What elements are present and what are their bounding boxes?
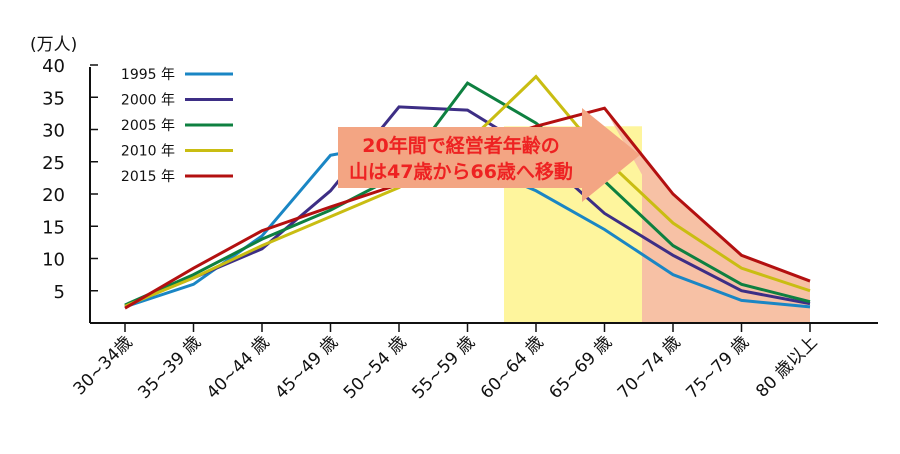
x-tick-label: 40~44 歳 bbox=[203, 332, 274, 403]
annotation-arrow bbox=[338, 108, 640, 202]
highlight-band-salmon bbox=[604, 108, 810, 323]
annotation-line-2: 山は47歳から66歳へ移動 bbox=[349, 160, 573, 183]
y-tick-label: 10 bbox=[42, 250, 65, 271]
legend-label: 1995 年 bbox=[121, 67, 175, 83]
x-tick-label: 55~59 歳 bbox=[408, 332, 479, 403]
y-tick-label: 5 bbox=[54, 282, 65, 303]
x-tick-label: 45~49 歳 bbox=[271, 332, 342, 403]
y-tick-label: 40 bbox=[42, 56, 65, 77]
y-tick-label: 25 bbox=[42, 153, 65, 174]
legend-label: 2015 年 bbox=[121, 169, 175, 185]
legend-label: 2000 年 bbox=[121, 93, 175, 109]
y-tick-label: 35 bbox=[42, 88, 65, 109]
x-tick-label: 60~64 歳 bbox=[477, 332, 548, 403]
y-tick-label: 20 bbox=[42, 185, 65, 206]
annotation-line-1: 20年間で経営者年齢の bbox=[362, 134, 559, 157]
legend-label: 2005 年 bbox=[121, 118, 175, 134]
x-tick-label: 65~69 歳 bbox=[545, 332, 616, 403]
y-tick-label: 15 bbox=[42, 217, 65, 238]
x-tick-label: 80 歳以上 bbox=[752, 332, 821, 401]
x-tick-label: 30~34歳 bbox=[70, 332, 137, 399]
series-line bbox=[124, 105, 811, 307]
x-tick-label: 75~79 歳 bbox=[682, 332, 753, 403]
y-axis-unit: (万人) bbox=[30, 35, 77, 55]
legend-label: 2010 年 bbox=[121, 144, 175, 160]
y-tick-label: 30 bbox=[42, 121, 65, 142]
series-line bbox=[124, 81, 811, 307]
x-tick-label: 70~74 歳 bbox=[614, 332, 685, 403]
x-tick-label: 50~54 歳 bbox=[340, 332, 411, 403]
x-tick-label: 35~39 歳 bbox=[134, 332, 205, 403]
